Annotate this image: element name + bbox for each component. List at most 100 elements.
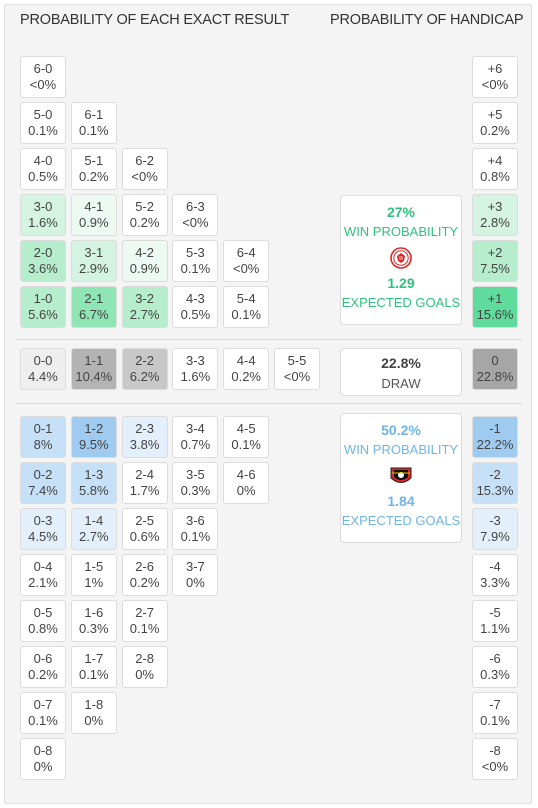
score-label: 3-4 bbox=[185, 421, 205, 436]
score-label: 4-4 bbox=[236, 353, 256, 368]
probability-value: 6.7% bbox=[78, 307, 109, 322]
draw-card: 22.8% DRAW bbox=[340, 348, 462, 396]
probability-value: 0.2% bbox=[129, 575, 160, 590]
score-label: -4 bbox=[489, 559, 501, 574]
score-label: 1-6 bbox=[84, 605, 104, 620]
handicap-cell: -7 0.1% bbox=[472, 692, 518, 734]
score-label: 3-7 bbox=[185, 559, 205, 574]
probability-value: 6.2% bbox=[129, 369, 160, 384]
score-cell-home: 4-0 0.5% bbox=[20, 148, 66, 190]
score-label: 0 bbox=[491, 353, 499, 368]
score-cell-home: 2-0 3.6% bbox=[20, 240, 66, 282]
score-label: +2 bbox=[487, 245, 503, 260]
handicap-cell: -3 7.9% bbox=[472, 508, 518, 550]
score-label: 4-2 bbox=[135, 245, 154, 260]
score-cell-away: 4-5 0.1% bbox=[223, 416, 270, 458]
score-cell-away: 1-5 1% bbox=[70, 554, 117, 596]
score-label: 5-5 bbox=[287, 353, 307, 368]
probability-value: 0.1% bbox=[180, 529, 211, 544]
score-cell-away: 3-6 0.1% bbox=[172, 508, 219, 550]
probability-value: 0.3% bbox=[480, 667, 510, 682]
probability-value: 0.2% bbox=[480, 123, 510, 138]
probability-value: 0.2% bbox=[28, 667, 58, 682]
away-xg-label: EXPECTED GOALS bbox=[341, 513, 461, 528]
probability-value: 2.8% bbox=[480, 215, 510, 230]
probability-value: 4.4% bbox=[28, 369, 58, 384]
score-label: 4-0 bbox=[33, 153, 53, 168]
score-label: -2 bbox=[489, 467, 501, 482]
score-label: -6 bbox=[489, 651, 501, 666]
score-cell-home: 2-1 6.7% bbox=[70, 286, 117, 328]
probability-value: 0.1% bbox=[78, 123, 109, 138]
score-cell-away: 1-4 2.7% bbox=[70, 508, 117, 550]
score-cell-away: 1-7 0.1% bbox=[70, 646, 117, 688]
score-cell-home: 5-2 0.2% bbox=[121, 194, 168, 236]
score-cell-away: 2-5 0.6% bbox=[121, 508, 168, 550]
score-cell-home: 5-1 0.2% bbox=[70, 148, 117, 190]
probability-value: 1.6% bbox=[28, 215, 58, 230]
score-label: 3-2 bbox=[135, 291, 154, 306]
probability-value: <0% bbox=[131, 169, 158, 184]
score-cell-home: 5-4 0.1% bbox=[223, 286, 270, 328]
score-cell-home: 6-3 <0% bbox=[172, 194, 219, 236]
score-label: 3-1 bbox=[84, 245, 104, 260]
score-cell-draw: 1-1 10.4% bbox=[70, 348, 117, 390]
probability-value: 0.1% bbox=[28, 123, 58, 138]
handicap-cell: -4 3.3% bbox=[472, 554, 518, 596]
score-label: -8 bbox=[489, 743, 501, 758]
probability-value: <0% bbox=[481, 77, 509, 92]
score-cell-home: 6-4 <0% bbox=[223, 240, 270, 282]
home-expected-goals: 1.29 bbox=[387, 275, 415, 291]
score-label: 0-7 bbox=[33, 697, 53, 712]
away-win-label: WIN PROBABILITY bbox=[343, 442, 459, 457]
score-cell-home: 3-1 2.9% bbox=[70, 240, 117, 282]
handicap-cell: +2 7.5% bbox=[472, 240, 518, 282]
probability-value: 0.6% bbox=[129, 529, 160, 544]
score-cell-away: 2-8 0% bbox=[121, 646, 168, 688]
score-cell-away: 2-4 1.7% bbox=[121, 462, 168, 504]
probability-value: 22.2% bbox=[476, 437, 514, 452]
score-label: 1-8 bbox=[84, 697, 104, 712]
score-cell-away: 3-5 0.3% bbox=[172, 462, 219, 504]
section-divider bbox=[16, 403, 522, 404]
handicap-cell: -5 1.1% bbox=[472, 600, 518, 642]
score-cell-away: 1-3 5.8% bbox=[70, 462, 117, 504]
score-label: 0-1 bbox=[33, 421, 53, 436]
score-label: 0-8 bbox=[33, 743, 53, 758]
probability-value: <0% bbox=[182, 215, 209, 230]
score-label: 1-0 bbox=[33, 291, 53, 306]
score-cell-away: 0-7 0.1% bbox=[20, 692, 66, 734]
score-label: +5 bbox=[487, 107, 503, 122]
probability-value: 0% bbox=[135, 667, 154, 682]
probability-value: 15.6% bbox=[476, 307, 514, 322]
score-cell-draw: 2-2 6.2% bbox=[121, 348, 168, 390]
score-label: +3 bbox=[487, 199, 503, 214]
score-label: 2-0 bbox=[33, 245, 53, 260]
score-cell-home: 5-0 0.1% bbox=[20, 102, 66, 144]
probability-value: 0.1% bbox=[480, 713, 510, 728]
score-cell-draw: 5-5 <0% bbox=[274, 348, 320, 390]
olympiacos-crest-icon bbox=[390, 247, 412, 269]
score-cell-home: 1-0 5.6% bbox=[20, 286, 66, 328]
score-cell-home: 4-1 0.9% bbox=[70, 194, 117, 236]
probability-value: 9.5% bbox=[78, 437, 109, 452]
score-label: -7 bbox=[489, 697, 501, 712]
score-label: 2-2 bbox=[135, 353, 154, 368]
score-label: 2-8 bbox=[135, 651, 154, 666]
home-xg-label: EXPECTED GOALS bbox=[341, 295, 461, 310]
handicap-cell: +4 0.8% bbox=[472, 148, 518, 190]
home-win-percentage: 27% bbox=[386, 204, 416, 220]
score-cell-home: 4-3 0.5% bbox=[172, 286, 219, 328]
draw-percentage: 22.8% bbox=[381, 355, 421, 371]
score-cell-home: 3-0 1.6% bbox=[20, 194, 66, 236]
away-team-card: 50.2% WIN PROBABILITY 1.84 EXPECTED GOAL… bbox=[340, 413, 462, 543]
probability-value: 0.1% bbox=[78, 667, 109, 682]
probability-value: 0.7% bbox=[180, 437, 211, 452]
handicap-cell: -2 15.3% bbox=[472, 462, 518, 504]
score-label: 3-0 bbox=[33, 199, 53, 214]
score-cell-home: 3-2 2.7% bbox=[121, 286, 168, 328]
score-label: 0-4 bbox=[33, 559, 53, 574]
handicap-cell: -6 0.3% bbox=[472, 646, 518, 688]
score-cell-away: 0-4 2.1% bbox=[20, 554, 66, 596]
score-cell-away: 0-6 0.2% bbox=[20, 646, 66, 688]
